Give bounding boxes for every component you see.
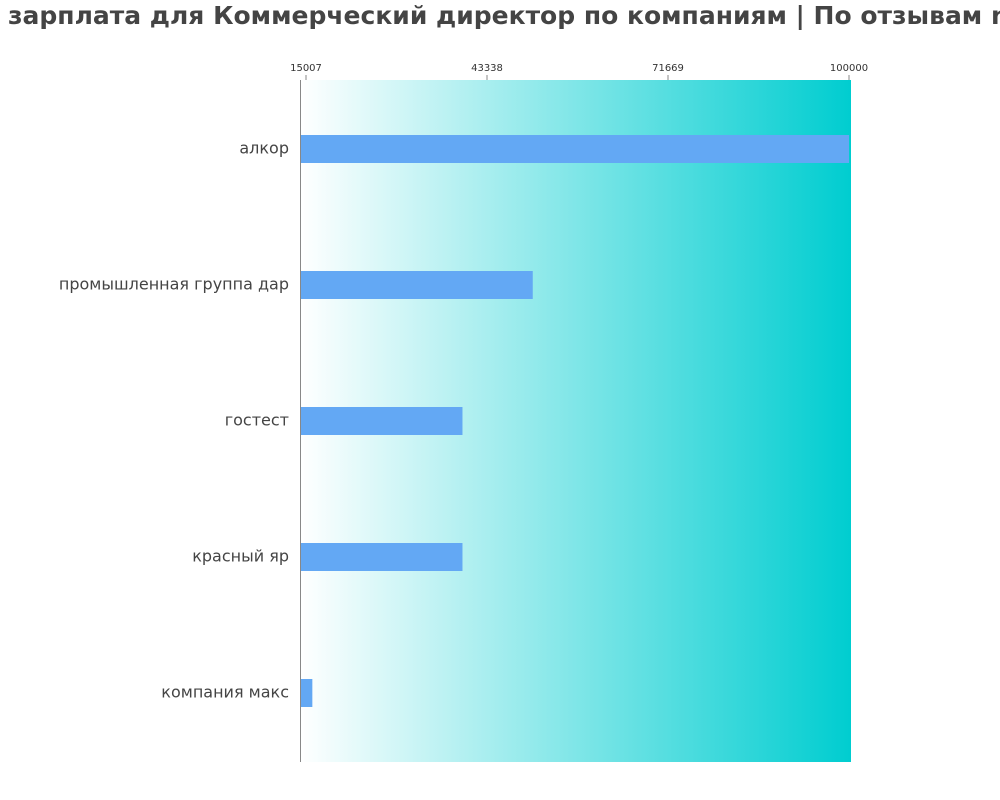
bar — [301, 407, 463, 435]
x-axis-ticks: 15007 43338 71669 100000 — [290, 63, 868, 80]
category-label: алкор — [239, 139, 289, 158]
category-labels: алкор промышленная группа дар гостест красн… — [59, 139, 289, 702]
category-label: гостест — [225, 411, 289, 430]
category-label: красный яр — [192, 547, 289, 566]
bar — [301, 679, 313, 707]
x-tick-label: 71669 — [652, 63, 684, 74]
x-tick-label: 43338 — [471, 63, 503, 74]
bars-group — [301, 135, 849, 707]
category-label: промышленная группа дар — [59, 275, 289, 294]
x-tick-label: 15007 — [290, 63, 322, 74]
x-tick-label: 100000 — [830, 63, 868, 74]
bar — [301, 271, 533, 299]
category-label: компания макс — [161, 683, 289, 702]
chart-title: зарплата для Коммерческий директор по ко… — [8, 1, 1000, 30]
bar — [301, 135, 849, 163]
bar — [301, 543, 463, 571]
